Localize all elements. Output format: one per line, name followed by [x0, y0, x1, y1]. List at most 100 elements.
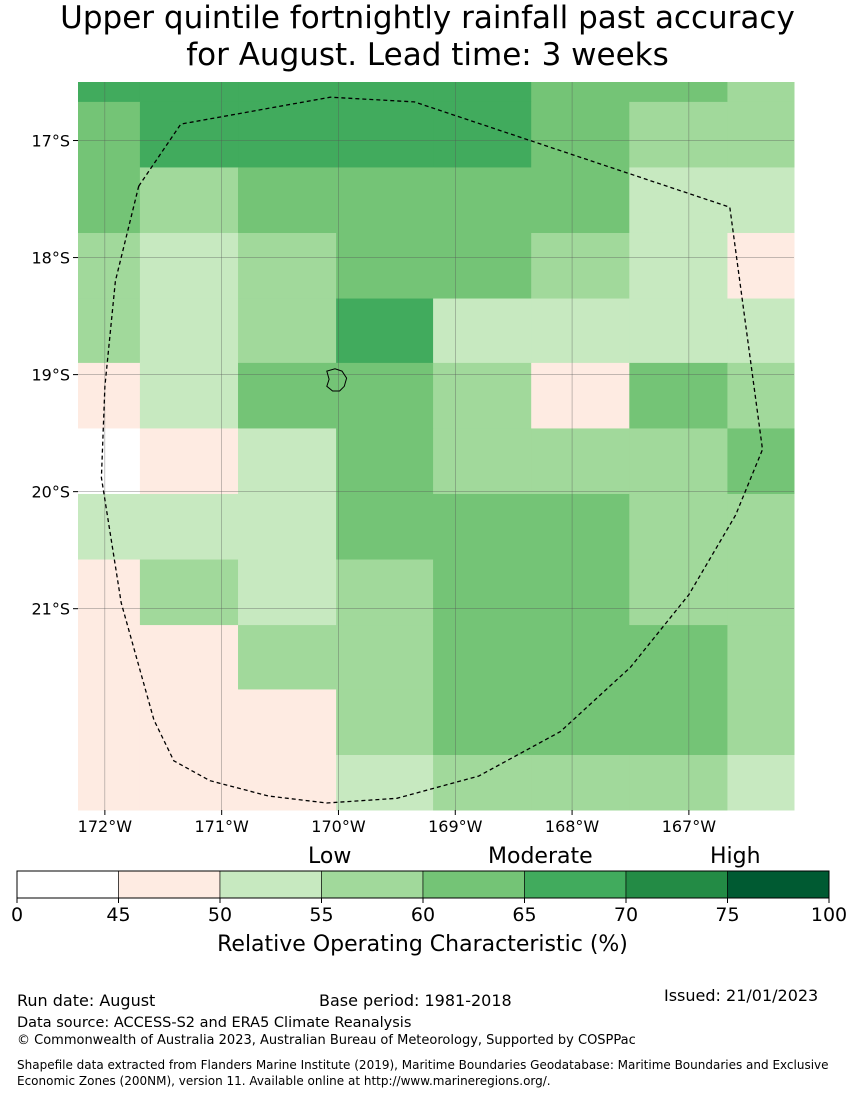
roc-cell — [531, 689, 630, 756]
roc-cell — [78, 82, 141, 103]
roc-cell — [336, 493, 434, 561]
roc-cell — [238, 298, 337, 364]
roc-cell — [531, 232, 630, 300]
roc-cell — [238, 493, 337, 561]
colorbar-tick-label: 55 — [309, 904, 333, 926]
roc-cell — [78, 625, 141, 690]
roc-cell — [629, 754, 728, 811]
lat-tick-label: 21°S — [31, 600, 70, 619]
roc-cell — [78, 689, 141, 756]
roc-cell — [336, 82, 434, 103]
roc-cell — [433, 101, 532, 168]
colorbar-label-moderate: Moderate — [488, 844, 593, 869]
colorbar-segment — [625, 870, 728, 899]
roc-cell — [78, 167, 141, 234]
roc-cell — [629, 101, 728, 168]
roc-cell — [433, 428, 532, 495]
roc-cell — [629, 689, 728, 756]
copyright-notice: © Commonwealth of Australia 2023, Austra… — [17, 1033, 636, 1048]
roc-cell — [139, 362, 239, 429]
roc-cell — [629, 428, 728, 495]
roc-cell — [336, 625, 434, 690]
roc-cell — [727, 167, 795, 234]
roc-cell — [238, 428, 337, 495]
roc-cell — [531, 493, 630, 561]
roc-cell — [238, 625, 337, 690]
colorbar-segment — [727, 870, 830, 899]
colorbar-tick-label: 0 — [11, 904, 23, 926]
roc-cell — [629, 493, 728, 561]
colorbar-label-high: High — [710, 844, 761, 869]
colorbar-tick-label: 70 — [614, 904, 638, 926]
issued-date: Issued: 21/01/2023 — [664, 986, 819, 1005]
colorbar-segment — [219, 870, 322, 899]
roc-cell — [238, 689, 337, 756]
map-overlays — [100, 96, 764, 804]
roc-cell — [531, 754, 630, 811]
roc-cell — [336, 232, 434, 300]
roc-cell — [727, 298, 795, 364]
roc-cell — [433, 82, 532, 103]
colorbar-segment — [321, 870, 424, 899]
roc-cell — [629, 625, 728, 690]
shapefile-credit: Shapefile data extracted from Flanders M… — [17, 1058, 829, 1088]
roc-cell — [139, 493, 239, 561]
lon-tick-label: 171°W — [194, 817, 249, 836]
roc-cell — [336, 167, 434, 234]
roc-cell — [727, 625, 795, 690]
graticule — [78, 82, 794, 810]
roc-map-figure: 172°W 171°W 170°W 169°W 168°W 167°W 17°S 18°S 19… — [11, 82, 847, 926]
roc-cell — [238, 232, 337, 300]
colorbar-segment — [422, 870, 525, 899]
roc-cell — [531, 167, 630, 234]
roc-cell — [433, 625, 532, 690]
lat-tick-label: 18°S — [31, 249, 70, 268]
roc-cell — [238, 362, 337, 429]
roc-cell — [433, 167, 532, 234]
roc-cell — [139, 559, 239, 626]
roc-cell — [336, 428, 434, 495]
roc-cell — [433, 362, 532, 429]
roc-cell — [531, 298, 630, 364]
roc-cell — [433, 559, 532, 626]
colorbar-tick-label: 100 — [811, 904, 847, 926]
lon-tick-label: 167°W — [662, 817, 717, 836]
roc-cell — [727, 101, 795, 168]
roc-cell — [629, 298, 728, 364]
roc-cell — [139, 298, 239, 364]
roc-cell — [727, 82, 795, 103]
base-period: Base period: 1981-2018 — [319, 991, 512, 1010]
roc-cell — [433, 298, 532, 364]
colorbar-label-low: Low — [308, 844, 352, 869]
colorbar-tick-label: 60 — [411, 904, 435, 926]
roc-cell — [78, 101, 141, 168]
roc-cell — [78, 232, 141, 300]
roc-cell — [78, 754, 141, 811]
roc-cell — [139, 428, 239, 495]
roc-cell — [727, 689, 795, 756]
lon-tick-label: 168°W — [545, 817, 600, 836]
roc-cell — [727, 559, 795, 626]
roc-cell — [433, 689, 532, 756]
roc-cell — [78, 428, 141, 495]
roc-cell — [139, 101, 239, 168]
roc-cell — [629, 232, 728, 300]
roc-cell — [238, 101, 337, 168]
roc-cell — [531, 559, 630, 626]
roc-cell — [727, 362, 795, 429]
roc-cell — [531, 625, 630, 690]
roc-cell — [139, 232, 239, 300]
roc-cell — [238, 559, 337, 626]
roc-cell — [629, 362, 728, 429]
roc-cell — [433, 754, 532, 811]
roc-cell — [238, 167, 337, 234]
title-line-1: Upper quintile fortnightly rainfall past… — [60, 0, 795, 36]
colorbar-tick-label: 50 — [208, 904, 232, 926]
colorbar-tick-label: 75 — [715, 904, 739, 926]
roc-cell — [78, 362, 141, 429]
colorbar-axis-label: Relative Operating Characteristic (%) — [217, 932, 628, 957]
lon-tick-label: 169°W — [428, 817, 483, 836]
colorbar-tick-label: 65 — [512, 904, 536, 926]
roc-cell — [139, 625, 239, 690]
roc-cell — [336, 754, 434, 811]
